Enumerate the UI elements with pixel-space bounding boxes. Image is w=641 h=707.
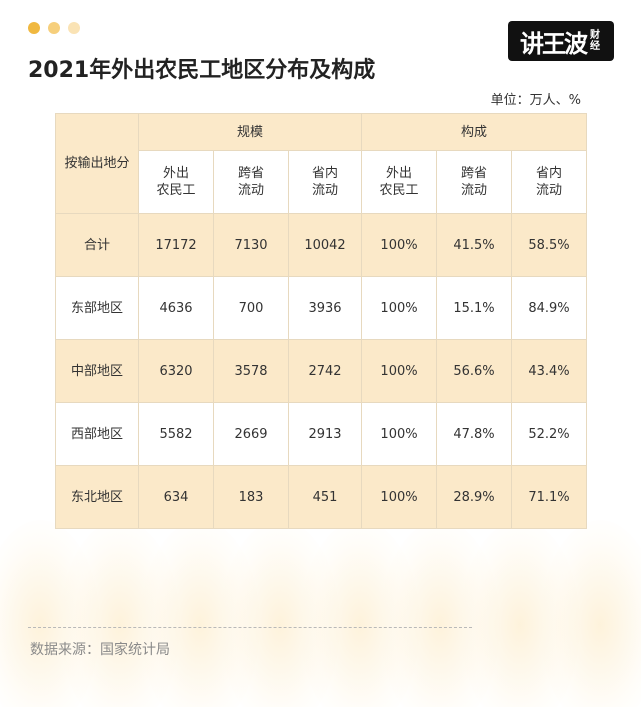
table-cell: 28.9% [436,465,513,529]
header-col: 跨省 流动 [213,150,289,214]
table-cell: 700 [213,276,289,340]
table-cell: 4636 [138,276,214,340]
table-cell: 6320 [138,339,214,403]
page-title: 2021年外出农民工地区分布及构成 [28,58,376,83]
table-cell: 5582 [138,402,214,466]
header-col: 省内 流动 [287,150,363,214]
header-group-composition: 构成 [361,113,588,151]
background-decoration [0,520,641,707]
unit-label: 单位：万人、% [490,93,581,108]
table-cell: 3936 [287,276,363,340]
header-col: 省内 流动 [511,150,588,214]
table-cell: 100% [361,276,438,340]
row-label: 合计 [55,213,139,277]
table-cell: 100% [361,339,438,403]
table-cell: 58.5% [511,213,588,277]
table-cell: 15.1% [436,276,513,340]
data-source: 数据来源：国家统计局 [30,642,170,658]
table-cell: 56.6% [436,339,513,403]
table-cell: 47.8% [436,402,513,466]
dot-2 [48,22,60,34]
header-col: 外出 农民工 [138,150,214,214]
window-dots [28,22,80,34]
logo-main-text: 讲王波 [520,29,588,58]
table-cell: 100% [361,213,438,277]
table-row: 东北地区 634 183 451 100% 28.9% 71.1% [55,465,588,529]
table-cell: 84.9% [511,276,588,340]
logo-sub-text: 财经 [590,30,600,52]
row-label: 中部地区 [55,339,139,403]
table-row: 西部地区 5582 2669 2913 100% 47.8% 52.2% [55,402,588,466]
row-label: 东部地区 [55,276,139,340]
table-cell: 43.4% [511,339,588,403]
table-cell: 71.1% [511,465,588,529]
table-cell: 3578 [213,339,289,403]
row-label: 西部地区 [55,402,139,466]
table-cell: 7130 [213,213,289,277]
table-cell: 100% [361,402,438,466]
header-region: 按输出地分 [55,113,139,214]
header-col: 外出 农民工 [361,150,438,214]
table-cell: 41.5% [436,213,513,277]
data-table: 按输出地分 规模 构成 外出 农民工 跨省 流动 省内 流动 外出 农民工 跨省… [55,113,588,529]
table-cell: 10042 [287,213,363,277]
dot-3 [68,22,80,34]
table-cell: 52.2% [511,402,588,466]
brand-logo: 讲王波 财经 [508,21,614,61]
table-cell: 183 [213,465,289,529]
table-cell: 634 [138,465,214,529]
dot-1 [28,22,40,34]
footer-divider [28,627,472,628]
table-cell: 100% [361,465,438,529]
table-row: 中部地区 6320 3578 2742 100% 56.6% 43.4% [55,339,588,403]
table-cell: 17172 [138,213,214,277]
table-cell: 2669 [213,402,289,466]
table-cell: 2913 [287,402,363,466]
table-cell: 451 [287,465,363,529]
header-col: 跨省 流动 [436,150,513,214]
table-row: 东部地区 4636 700 3936 100% 15.1% 84.9% [55,276,588,340]
table-cell: 2742 [287,339,363,403]
row-label: 东北地区 [55,465,139,529]
header-group-scale: 规模 [137,113,363,151]
table-row: 合计 17172 7130 10042 100% 41.5% 58.5% [55,213,588,277]
